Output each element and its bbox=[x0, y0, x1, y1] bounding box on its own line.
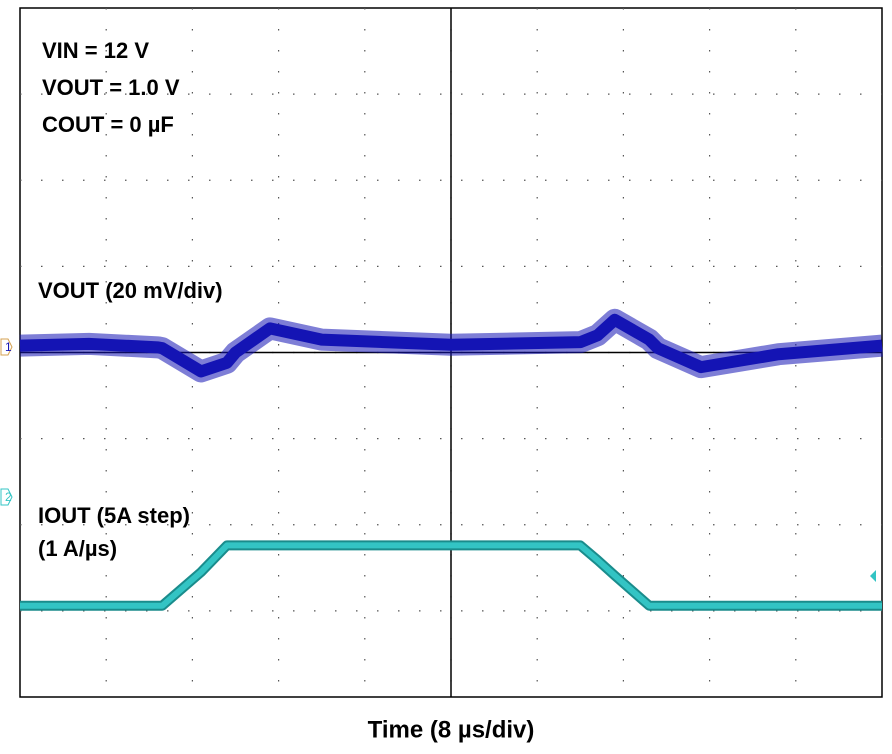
trigger-marker bbox=[870, 570, 876, 582]
annotation: VIN = 12 V bbox=[42, 38, 149, 63]
annotation: VOUT = 1.0 V bbox=[42, 75, 180, 100]
channel-marker bbox=[0, 488, 13, 506]
trace bbox=[19, 313, 883, 378]
channel-number: 1 bbox=[5, 340, 12, 354]
channel-marker bbox=[0, 338, 13, 356]
channel-number: 2 bbox=[5, 490, 12, 504]
annotation: COUT = 0 µF bbox=[42, 112, 174, 137]
traces bbox=[19, 308, 883, 611]
series-label: IOUT (5A step) bbox=[38, 503, 190, 528]
series-label: VOUT (20 mV/div) bbox=[38, 278, 223, 303]
x-axis-label: Time (8 µs/div) bbox=[368, 716, 535, 743]
series-note: (1 A/µs) bbox=[38, 536, 117, 561]
trace bbox=[20, 542, 882, 609]
